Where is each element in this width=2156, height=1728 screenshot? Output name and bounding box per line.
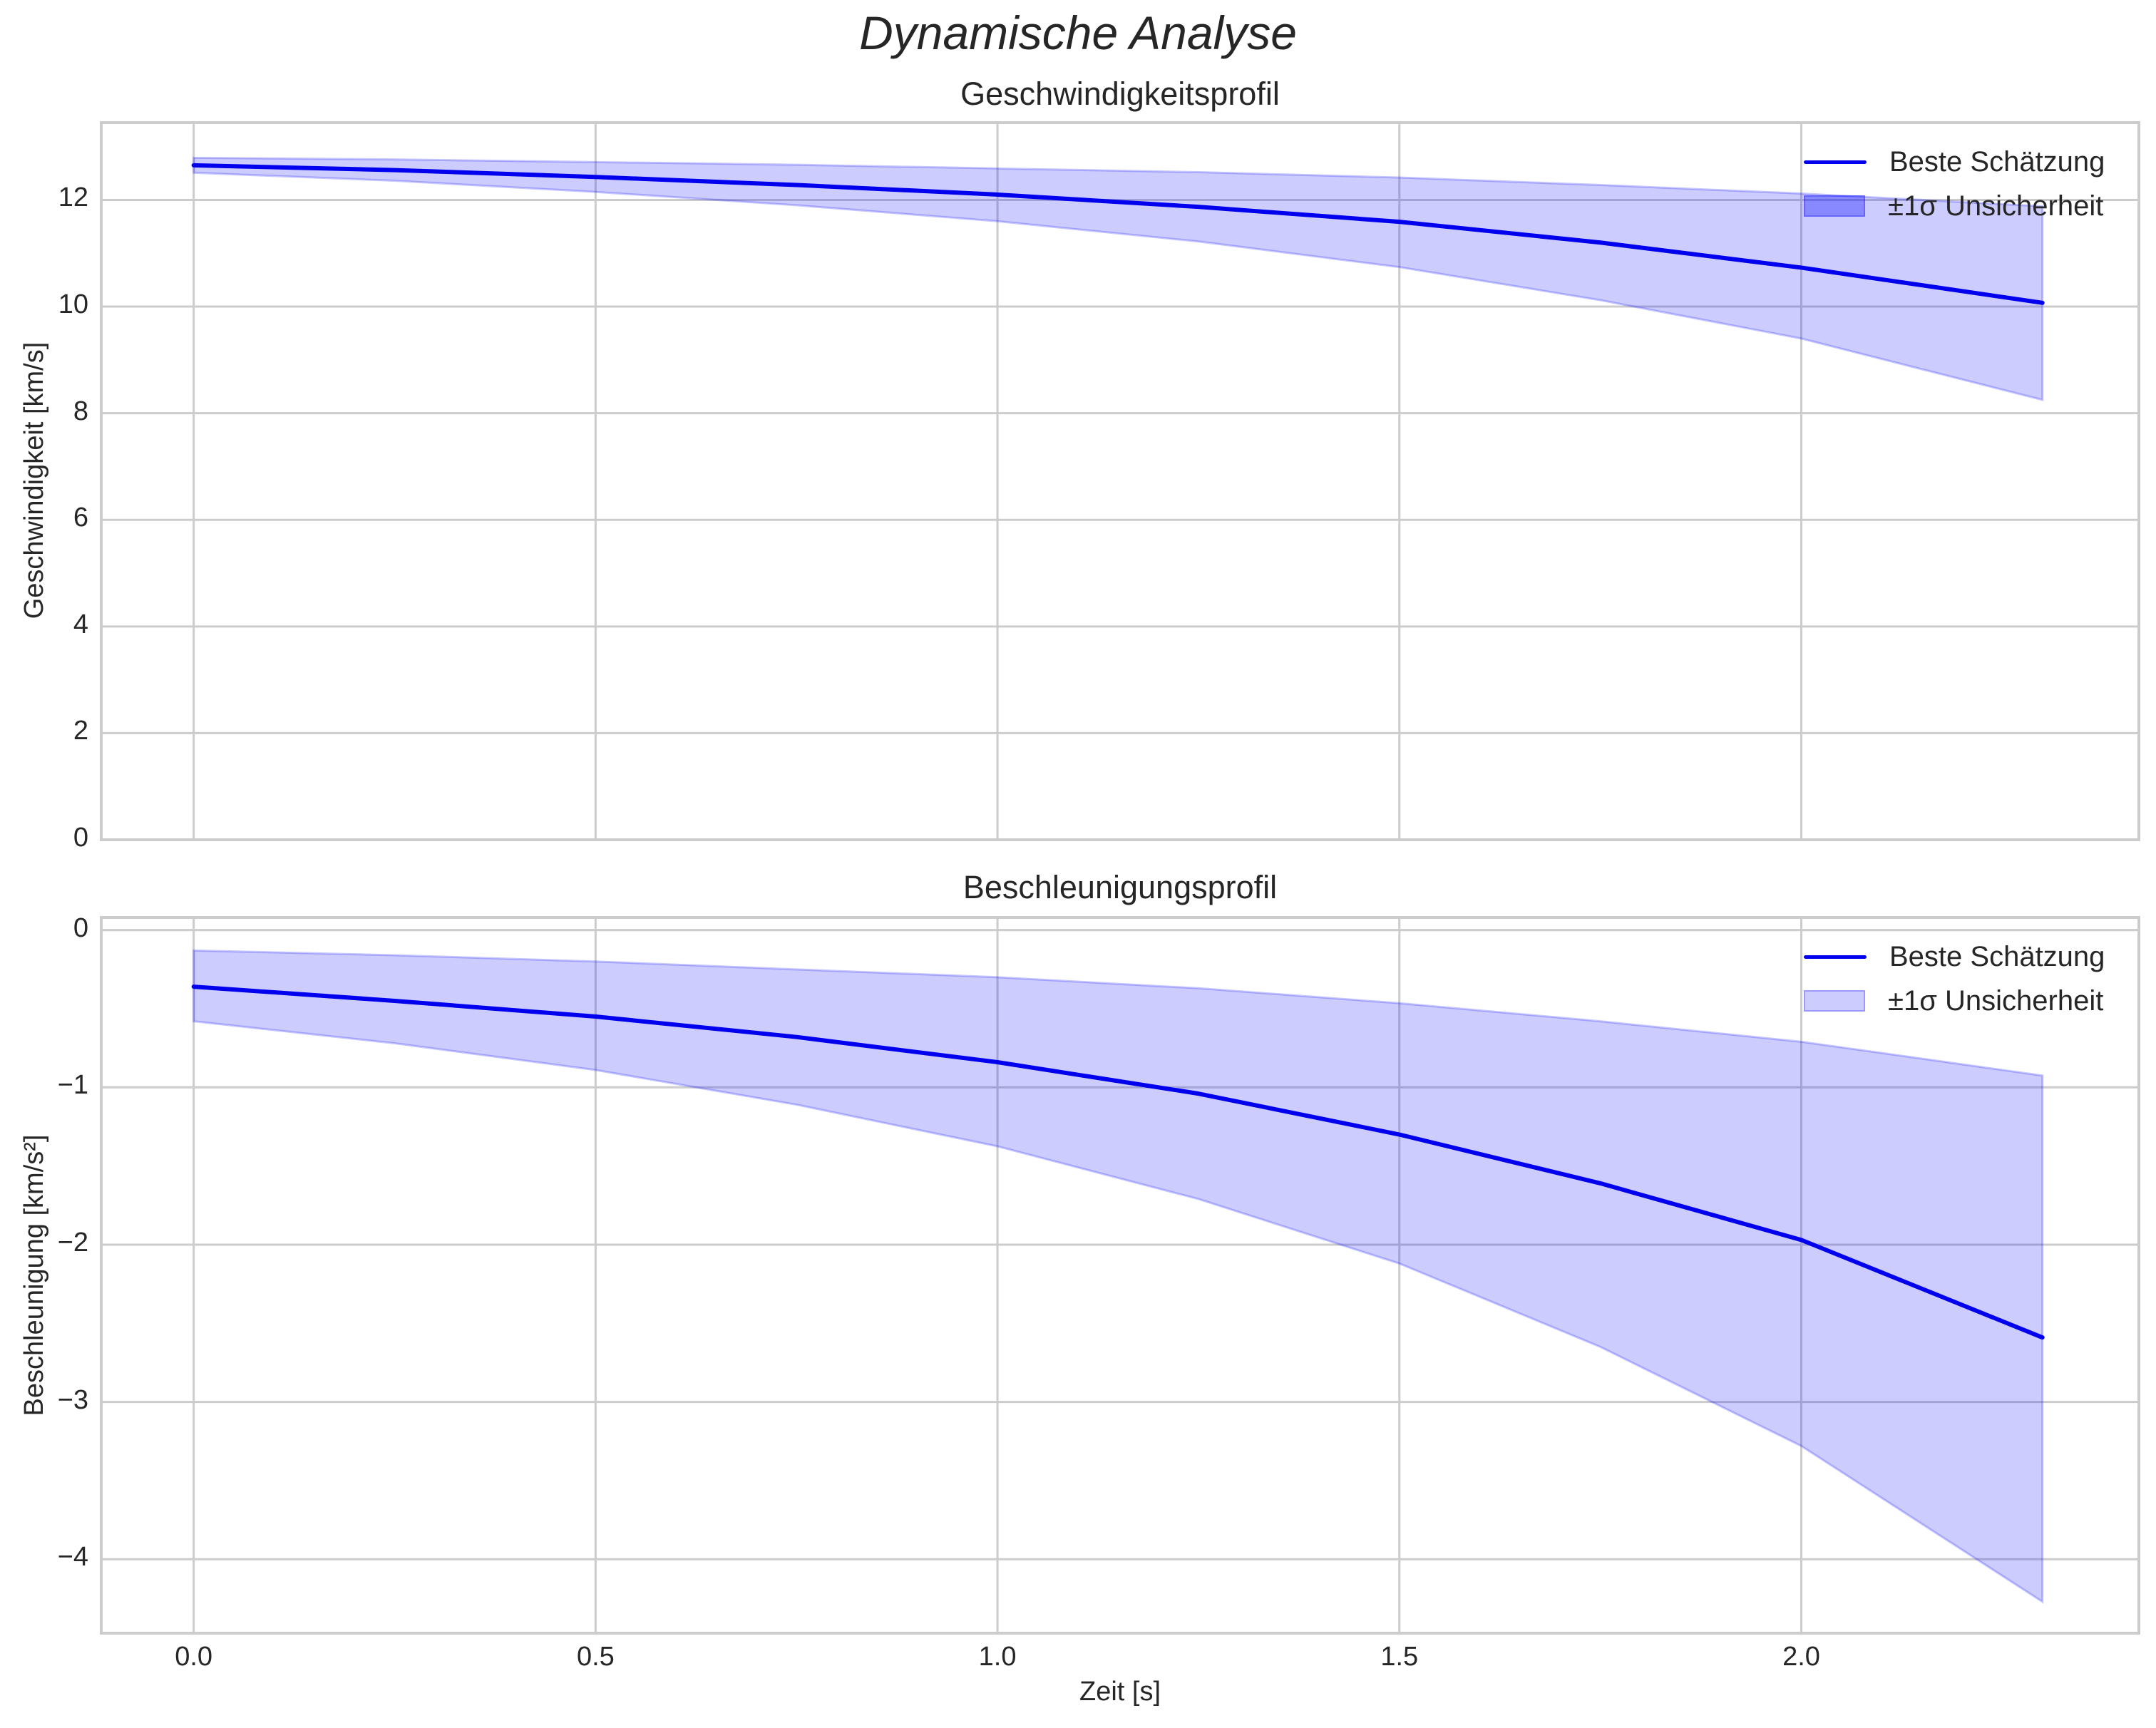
x-tick-label: 0.0: [175, 1642, 213, 1672]
y-tick-label: 0: [73, 912, 88, 943]
axes-frame: [100, 916, 2140, 1635]
y-tick-label: 4: [73, 609, 88, 639]
x-tick-label: 1.5: [1380, 1642, 1419, 1672]
y-tick-label: 6: [73, 503, 88, 533]
line-swatch-icon: [1804, 955, 1867, 959]
velocity-axes-title: Geschwindigkeitsprofil: [960, 76, 1280, 112]
uncertainty-band: [192, 949, 2044, 1604]
best-estimate-line: [191, 984, 2045, 1340]
legend-item-uncertainty: ±1σ Unsicherheit: [1804, 184, 2105, 228]
y-tick-label: −4: [57, 1542, 88, 1573]
legend-item-uncertainty: ±1σ Unsicherheit: [1804, 979, 2105, 1023]
best-estimate-line: [191, 163, 2045, 305]
axes-frame: [100, 121, 2140, 841]
legend-label: Beste Schätzung: [1889, 940, 2105, 972]
y-tick-label: 2: [73, 716, 88, 746]
y-tick-label: 10: [58, 289, 88, 320]
x-tick-label: 2.0: [1782, 1642, 1820, 1672]
velocity-legend: Beste Schätzung ±1σ Unsicherheit: [1804, 140, 2105, 228]
y-tick-label: −3: [57, 1384, 88, 1415]
band-swatch-icon: [1804, 990, 1865, 1012]
legend-label: ±1σ Unsicherheit: [1888, 984, 2104, 1017]
acceleration-legend: Beste Schätzung ±1σ Unsicherheit: [1804, 935, 2105, 1023]
y-tick-label: 12: [58, 182, 88, 213]
legend-label: Beste Schätzung: [1889, 145, 2105, 178]
line-swatch-icon: [1804, 160, 1867, 164]
y-tick-label: −2: [57, 1227, 88, 1258]
x-axis-label: Zeit [s]: [1079, 1677, 1161, 1707]
legend-item-best-estimate: Beste Schätzung: [1804, 935, 2105, 979]
acceleration-y-axis-label: Beschleunigung [km/s²]: [19, 1134, 49, 1416]
legend-item-best-estimate: Beste Schätzung: [1804, 140, 2105, 184]
velocity-y-axis-label: Geschwindigkeit [km/s]: [19, 341, 49, 619]
acceleration-axes: [100, 916, 2140, 1635]
legend-label: ±1σ Unsicherheit: [1888, 190, 2104, 222]
band-swatch-icon: [1804, 195, 1865, 217]
x-tick-label: 1.0: [978, 1642, 1017, 1672]
acceleration-axes-title: Beschleunigungsprofil: [962, 869, 1278, 905]
y-tick-label: 8: [73, 396, 88, 426]
uncertainty-band: [192, 156, 2044, 401]
figure-title: Dynamische Analyse: [859, 6, 1297, 59]
x-tick-label: 0.5: [576, 1642, 615, 1672]
velocity-axes: [100, 121, 2140, 841]
y-tick-label: 0: [73, 823, 88, 853]
y-tick-label: −1: [57, 1070, 88, 1101]
